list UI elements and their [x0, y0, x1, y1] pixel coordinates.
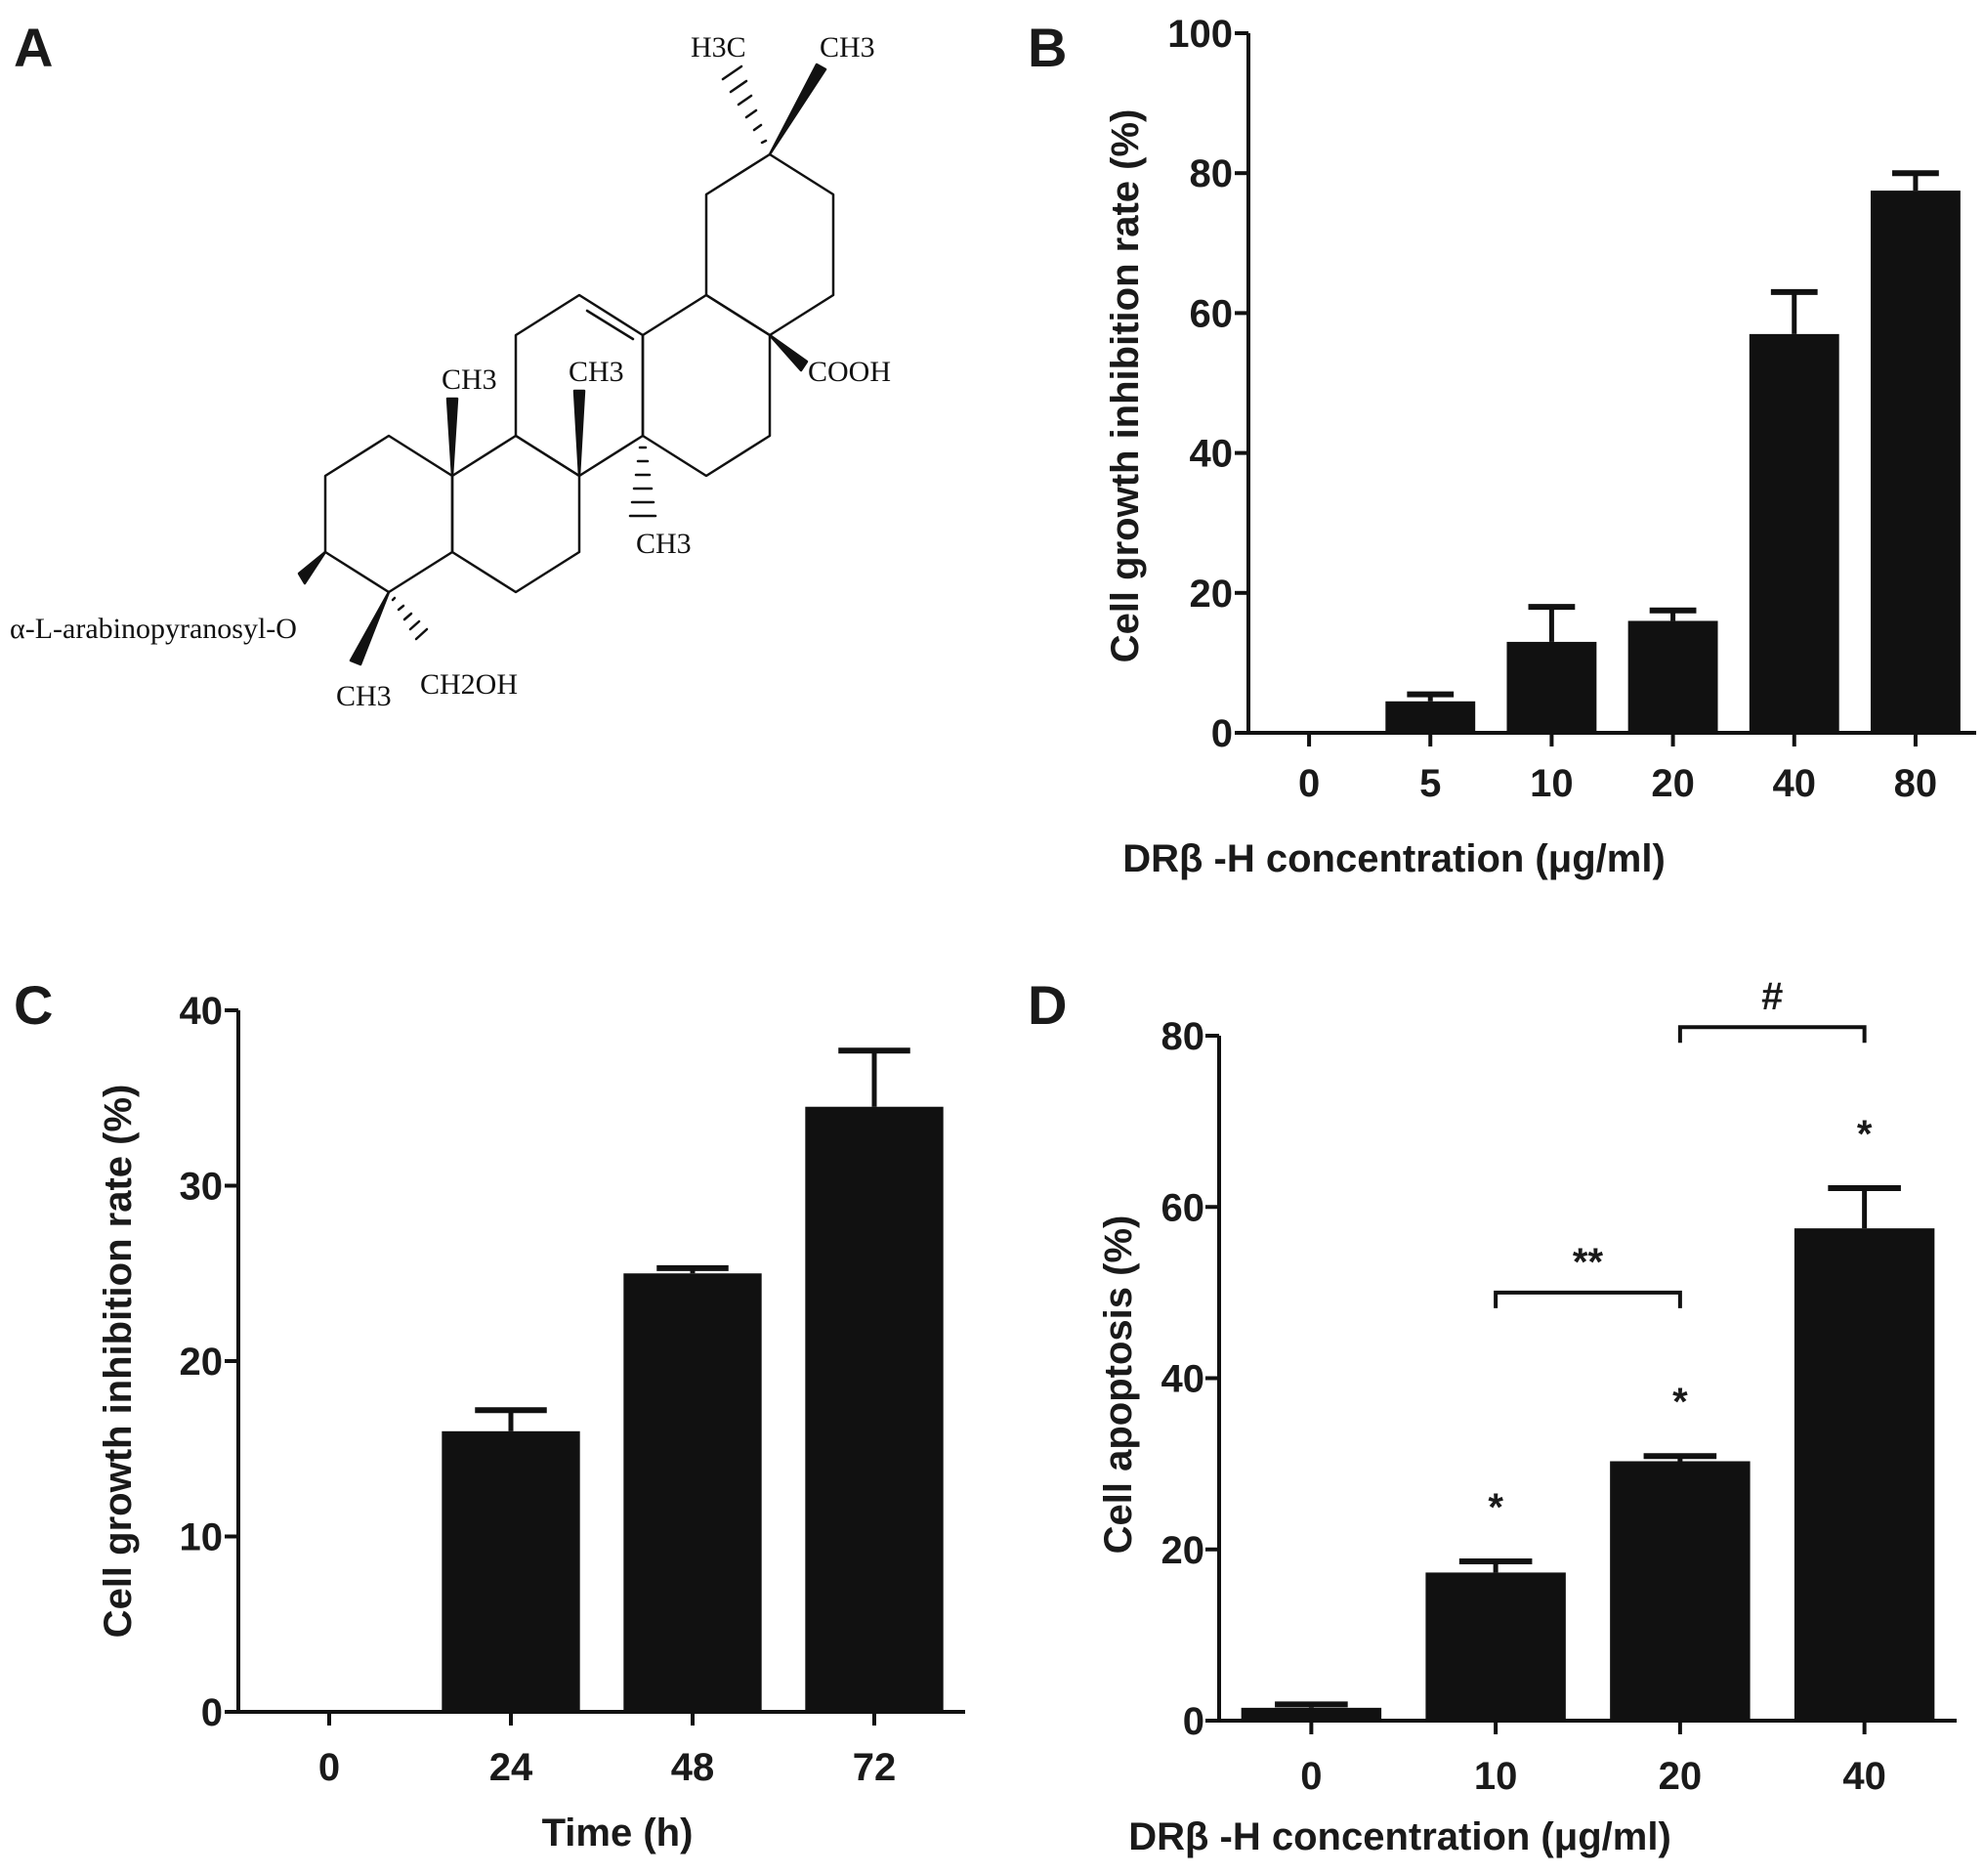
chart-b-ytick-label: 40 — [1190, 433, 1234, 476]
chart-b-xtick-label: 40 — [1773, 762, 1817, 805]
ring-b — [450, 434, 581, 594]
chart-b-xtick-label: 20 — [1651, 762, 1695, 805]
label-h3c-c20: H3C — [691, 31, 746, 64]
chart-b-xtick-label: 80 — [1894, 762, 1938, 805]
chart-c-ytick-label: 0 — [201, 1691, 223, 1734]
chart-c-ytick-label: 30 — [180, 1166, 224, 1209]
label-ch2oh-c4: CH2OH — [420, 668, 518, 701]
chart-b-ytick-label: 100 — [1167, 13, 1233, 56]
chart-d-bracket-label: # — [1761, 975, 1783, 1018]
chart-c-ylabel: Cell growth inhibition rate (%) — [97, 1085, 140, 1639]
chart-c: Cell growth inhibition rate (%) Time (h)… — [97, 990, 965, 1855]
chart-b-xtick-label: 0 — [1298, 762, 1320, 805]
panel-letter-c: C — [14, 974, 53, 1036]
chart-d-bracket — [1494, 1290, 1682, 1308]
chart-c-ytick-label: 10 — [180, 1516, 224, 1559]
chart-d-xtick-label: 10 — [1474, 1755, 1518, 1798]
chart-b-xtick-label: 10 — [1530, 762, 1574, 805]
chart-c-bar — [805, 1106, 944, 1712]
wedge-c3-o — [297, 550, 327, 585]
chart-d-sig-mark: * — [1857, 1113, 1873, 1156]
chart-c-bar — [442, 1430, 580, 1712]
chart-c-ytick-label: 40 — [180, 990, 224, 1033]
chart-b-ytick-label: 20 — [1190, 573, 1234, 616]
chart-c-xtick-label: 72 — [853, 1746, 897, 1789]
label-ch3-c10: CH3 — [442, 363, 497, 396]
chart-b-xlabel: DRβ -H concentration (μg/ml) — [1122, 837, 1666, 880]
chart-b: Cell growth inhibition rate (%) DRβ -H c… — [1104, 13, 1976, 880]
label-cooh: COOH — [808, 356, 891, 388]
chart-b-bar — [1870, 191, 1961, 734]
chart-d-bar — [1610, 1461, 1751, 1721]
chart-b-ylabel: Cell growth inhibition rate (%) — [1104, 109, 1147, 663]
wedge-c20-ch3 — [768, 63, 827, 156]
wedge-c4-ch3 — [349, 590, 391, 666]
chart-d-ytick-label: 20 — [1161, 1529, 1205, 1572]
chart-b-bar — [1506, 641, 1597, 733]
double-bond-c12-c13 — [585, 309, 635, 341]
chart-c-xlabel: Time (h) — [542, 1812, 694, 1855]
panel-letter-d: D — [1028, 974, 1067, 1036]
chart-d-xtick-label: 40 — [1842, 1755, 1886, 1798]
chart-d-ylabel: Cell apoptosis (%) — [1097, 1215, 1140, 1555]
panel-letter-b: B — [1028, 17, 1067, 78]
chart-c-ytick-label: 20 — [180, 1341, 224, 1384]
label-ch3-c14: CH3 — [636, 528, 692, 560]
chart-b-bar — [1627, 620, 1718, 733]
ring-e — [704, 152, 835, 337]
wedge-c17-cooh — [768, 333, 809, 372]
chart-c-bar — [623, 1273, 762, 1712]
label-ch3-c20: CH3 — [820, 31, 875, 64]
chart-d-ytick-label: 40 — [1161, 1358, 1205, 1401]
chart-d-xtick-label: 20 — [1659, 1755, 1703, 1798]
chart-b-bar — [1749, 333, 1839, 733]
chart-c-xtick-label: 0 — [318, 1746, 340, 1789]
label-ch3-c8: CH3 — [569, 356, 624, 388]
chart-d-ytick-label: 60 — [1161, 1186, 1205, 1229]
hash-c14-ch3 — [628, 446, 657, 518]
chart-c-xtick-label: 48 — [671, 1746, 715, 1789]
chart-b-ytick-label: 60 — [1190, 292, 1234, 335]
chart-c-xtick-label: 24 — [489, 1746, 533, 1789]
chart-d-xlabel: DRβ -H concentration (μg/ml) — [1128, 1815, 1671, 1858]
chart-b-xtick-label: 5 — [1419, 762, 1441, 805]
ring-a — [323, 434, 454, 594]
chart-d-bracket — [1677, 1025, 1867, 1044]
chart-d-sig-mark: * — [1488, 1486, 1503, 1529]
wedge-c8-ch3 — [572, 389, 586, 478]
chart-d-bracket-label: ** — [1573, 1241, 1604, 1284]
chart-d-ytick-label: 80 — [1161, 1015, 1205, 1058]
chart-b-ytick-label: 0 — [1211, 712, 1233, 755]
chart-d-bar — [1241, 1707, 1382, 1721]
chart-d-xtick-label: 0 — [1300, 1755, 1322, 1798]
wedge-c10-ch3 — [445, 397, 459, 478]
chart-d-bar — [1794, 1228, 1935, 1721]
hash-c20-h3c — [721, 64, 768, 145]
chart-d: Cell apoptosis (%) DRβ -H concentration … — [1097, 975, 1957, 1858]
panel-letter-a: A — [14, 17, 53, 78]
chart-d-ytick-label: 0 — [1183, 1700, 1204, 1743]
chart-b-ytick-label: 80 — [1190, 152, 1234, 195]
chemical-structure — [297, 63, 835, 666]
label-substituent-o: α-L-arabinopyranosyl-O — [10, 613, 297, 645]
label-ch3-c4: CH3 — [336, 680, 392, 712]
chart-d-sig-mark: * — [1672, 1381, 1688, 1424]
chart-d-bar — [1425, 1572, 1566, 1721]
chart-b-bar — [1385, 701, 1476, 733]
hash-c4-ch2oh — [391, 596, 429, 641]
